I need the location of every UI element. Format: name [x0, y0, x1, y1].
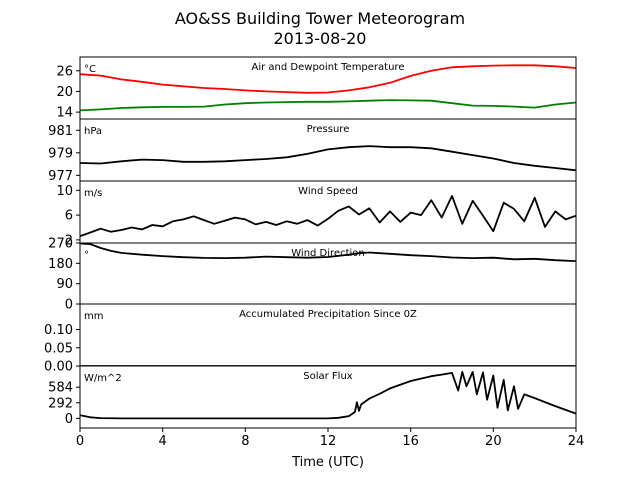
panel-5-ytick-label: 0.05: [44, 341, 73, 356]
panel-3-ytick-label: 6: [65, 209, 73, 224]
panel-3-ytick-label: 10: [56, 184, 73, 199]
panel-1-series-2: [80, 99, 576, 112]
panel-2-ytick-label: 979: [48, 146, 73, 161]
panel-5-title: Accumulated Precipitation Since 0Z: [239, 309, 417, 320]
panel-6-title: Solar Flux: [303, 371, 353, 382]
x-tick-label: 4: [159, 434, 167, 449]
panel-2-title: Pressure: [307, 124, 350, 135]
x-tick-label: 16: [402, 434, 419, 449]
panel-4-ytick-label: 270: [48, 237, 73, 252]
panel-3-unit-label: m/s: [84, 188, 102, 199]
panel-1: 14 20 26 °C Air and Dewpoint Temperature: [56, 56, 577, 121]
panel-5-ytick-label: 0.10: [44, 323, 73, 338]
figure-subtitle: 2013-08-20: [274, 29, 367, 48]
x-axis-label: Time (UTC): [291, 455, 364, 470]
panel-1-unit-label: °C: [84, 64, 96, 75]
x-tick-label: 12: [320, 434, 337, 449]
panel-4-unit-label: °: [84, 250, 89, 261]
figure-title: AO&SS Building Tower Meteorogram: [175, 9, 465, 28]
panel-2-unit-label: hPa: [84, 126, 102, 137]
panel-4-ytick-label: 0: [65, 298, 73, 313]
x-tick-label: 0: [76, 434, 84, 449]
panel-6-series-1: [80, 370, 576, 420]
panel-5-ytick-label: 0.00: [44, 360, 73, 375]
panel-6-unit-label: W/m^2: [84, 373, 122, 384]
panel-1-ytick-label: 14: [56, 106, 73, 121]
panel-1-series-1: [80, 64, 576, 94]
panel-4-title: Wind Direction: [291, 248, 365, 259]
panel-5-unit-label: mm: [84, 311, 103, 322]
panel-4-series-1: [80, 243, 576, 262]
x-tick-label: 24: [568, 434, 585, 449]
panel-2-series-1: [80, 145, 576, 172]
panel-3: 2 6 10 m/s Wind Speed: [56, 180, 577, 248]
panel-4-ytick-label: 90: [56, 277, 73, 292]
panel-6-ytick-label: 584: [48, 381, 73, 396]
panel-2-ytick-label: 977: [48, 169, 73, 184]
panel-6-ytick-label: 0: [65, 412, 73, 427]
x-tick-label: 8: [241, 434, 249, 449]
panel-2: 977 979 981 hPa Pressure: [48, 118, 577, 184]
panel-3-series-1: [80, 194, 576, 238]
panel-4-ytick-label: 180: [48, 257, 73, 272]
panel-1-title: Air and Dewpoint Temperature: [252, 62, 405, 73]
panel-4: 0 90 180 270 ° Wind Direction: [48, 237, 577, 313]
panel-1-ytick-label: 26: [56, 64, 73, 79]
panel-5: 0.00 0.05 0.10 mm Accumulated Precipitation …: [44, 303, 577, 375]
panel-1-ytick-label: 20: [56, 85, 73, 100]
x-axis: 0 4 8 12 16 20 24: [76, 428, 584, 449]
panel-2-ytick-label: 981: [48, 124, 73, 139]
panel-6-ytick-label: 292: [48, 396, 73, 411]
panel-3-ytick-label: 2: [65, 233, 73, 248]
panel-3-title: Wind Speed: [298, 186, 358, 197]
x-tick-label: 20: [485, 434, 502, 449]
